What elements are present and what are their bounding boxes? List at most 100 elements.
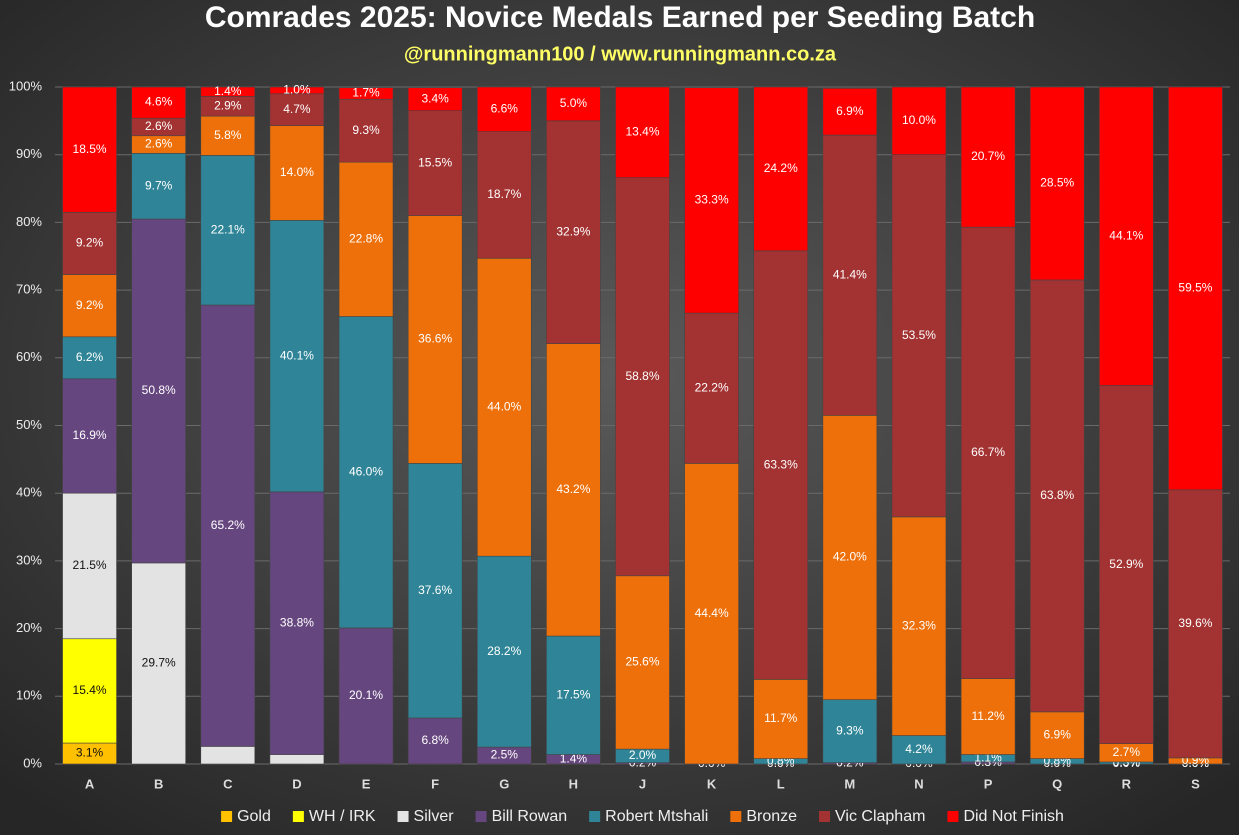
data-label: 53.5% — [902, 328, 936, 342]
data-label: 44.4% — [695, 606, 729, 620]
bar-segment — [1029, 86, 1085, 281]
x-tick-label: H — [569, 776, 578, 791]
y-tick-label: 60% — [16, 349, 42, 364]
data-label: 5.0% — [560, 96, 588, 110]
bar-segment — [62, 211, 117, 275]
bar-segment — [62, 492, 117, 640]
legend-swatch — [819, 811, 831, 822]
data-label: 21.5% — [73, 558, 107, 572]
legend-label: Bronze — [746, 808, 797, 825]
bar-segment — [131, 153, 186, 220]
bar-segment — [407, 87, 463, 111]
legend-swatch — [475, 811, 487, 822]
bar-segment — [615, 575, 670, 750]
data-label: 22.2% — [695, 380, 729, 394]
legend-label: Bill Rowan — [492, 808, 568, 825]
chart-subtitle: @runningmann100 / www.runningmann.co.za — [404, 43, 837, 65]
bar-segment — [62, 86, 117, 213]
data-label: 5.8% — [214, 128, 242, 142]
data-label: 20.1% — [349, 688, 383, 702]
y-tick-label: 10% — [16, 688, 42, 703]
data-label: 1.7% — [352, 86, 380, 100]
data-label: 15.4% — [73, 683, 107, 697]
legend-label: Did Not Finish — [963, 808, 1063, 825]
data-label: 41.4% — [833, 267, 867, 281]
legend-label: Vic Clapham — [835, 808, 925, 825]
bar-segment — [200, 746, 256, 765]
data-label: 2.0% — [629, 748, 657, 762]
data-label: 46.0% — [349, 464, 383, 478]
bar-segment — [960, 86, 1016, 228]
data-label: 1.0% — [283, 83, 311, 97]
data-label: 18.7% — [487, 187, 521, 201]
data-label: 16.9% — [73, 428, 107, 442]
x-tick-label: D — [292, 776, 301, 791]
data-label: 13.4% — [625, 125, 659, 139]
data-label: 4.2% — [905, 742, 933, 756]
x-tick-label: N — [914, 776, 923, 791]
bar-segment — [615, 86, 670, 179]
bar-segment — [960, 226, 1016, 679]
y-tick-label: 90% — [16, 146, 42, 161]
data-label: 29.7% — [142, 656, 176, 670]
y-tick-label: 30% — [16, 552, 42, 567]
data-label: 2.9% — [214, 98, 242, 112]
bar-segment — [338, 161, 394, 317]
data-label: 33.3% — [695, 193, 729, 207]
data-label: 58.8% — [625, 369, 659, 383]
bar-segment — [62, 378, 117, 494]
x-tick-label: M — [844, 776, 855, 791]
bar-segment — [62, 638, 117, 744]
bar-segment — [407, 110, 463, 216]
bar-segment — [1099, 86, 1154, 386]
y-tick-label: 100% — [9, 78, 43, 93]
data-label: 42.0% — [833, 550, 867, 564]
data-label: 63.8% — [1040, 488, 1074, 502]
data-label: 2.6% — [145, 137, 173, 151]
bar-segment — [960, 678, 1016, 755]
x-tick-label: K — [707, 776, 717, 791]
x-tick-label: F — [431, 776, 439, 791]
data-label: 25.6% — [625, 655, 659, 669]
data-label: 24.2% — [764, 161, 798, 175]
data-label: 1.4% — [560, 751, 588, 765]
x-tick-label: S — [1191, 776, 1200, 791]
bar-segment — [62, 336, 117, 380]
legend-swatch — [730, 811, 742, 822]
bar-segment — [407, 215, 463, 464]
bar-segment — [338, 98, 394, 163]
bar-segment — [131, 86, 186, 119]
bar-segment — [269, 754, 325, 765]
bar-segment — [269, 125, 325, 221]
bar-segment — [891, 154, 947, 518]
bar-segment — [338, 316, 394, 629]
data-label: 9.2% — [76, 298, 104, 312]
data-label: 3.1% — [76, 746, 104, 760]
data-label: 9.7% — [145, 178, 173, 192]
data-label: 6.8% — [421, 733, 449, 747]
bar-segment — [822, 88, 878, 136]
data-label: 32.3% — [902, 618, 936, 632]
data-label: 9.2% — [76, 236, 104, 250]
y-tick-label: 80% — [16, 214, 42, 229]
bar-segment — [131, 562, 186, 765]
x-tick-label: E — [362, 776, 371, 791]
bar-segment — [753, 679, 809, 759]
data-label: 1.4% — [214, 84, 242, 98]
data-label: 6.2% — [76, 350, 104, 364]
bar-segment — [1168, 489, 1223, 759]
bar-segment — [131, 218, 186, 564]
data-label: 37.6% — [418, 583, 452, 597]
data-label: 22.8% — [349, 231, 383, 245]
data-label: 40.1% — [280, 348, 314, 362]
x-tick-label: C — [223, 776, 233, 791]
bar-segment — [476, 86, 532, 132]
data-label: 44.1% — [1109, 228, 1143, 242]
legend-swatch — [947, 811, 959, 822]
bar-segment — [1168, 86, 1223, 491]
data-label: 9.3% — [352, 123, 380, 137]
bar-segment — [546, 86, 601, 122]
bar-segment — [200, 115, 256, 156]
bar-segment — [338, 627, 394, 765]
bar-segment — [200, 86, 256, 97]
